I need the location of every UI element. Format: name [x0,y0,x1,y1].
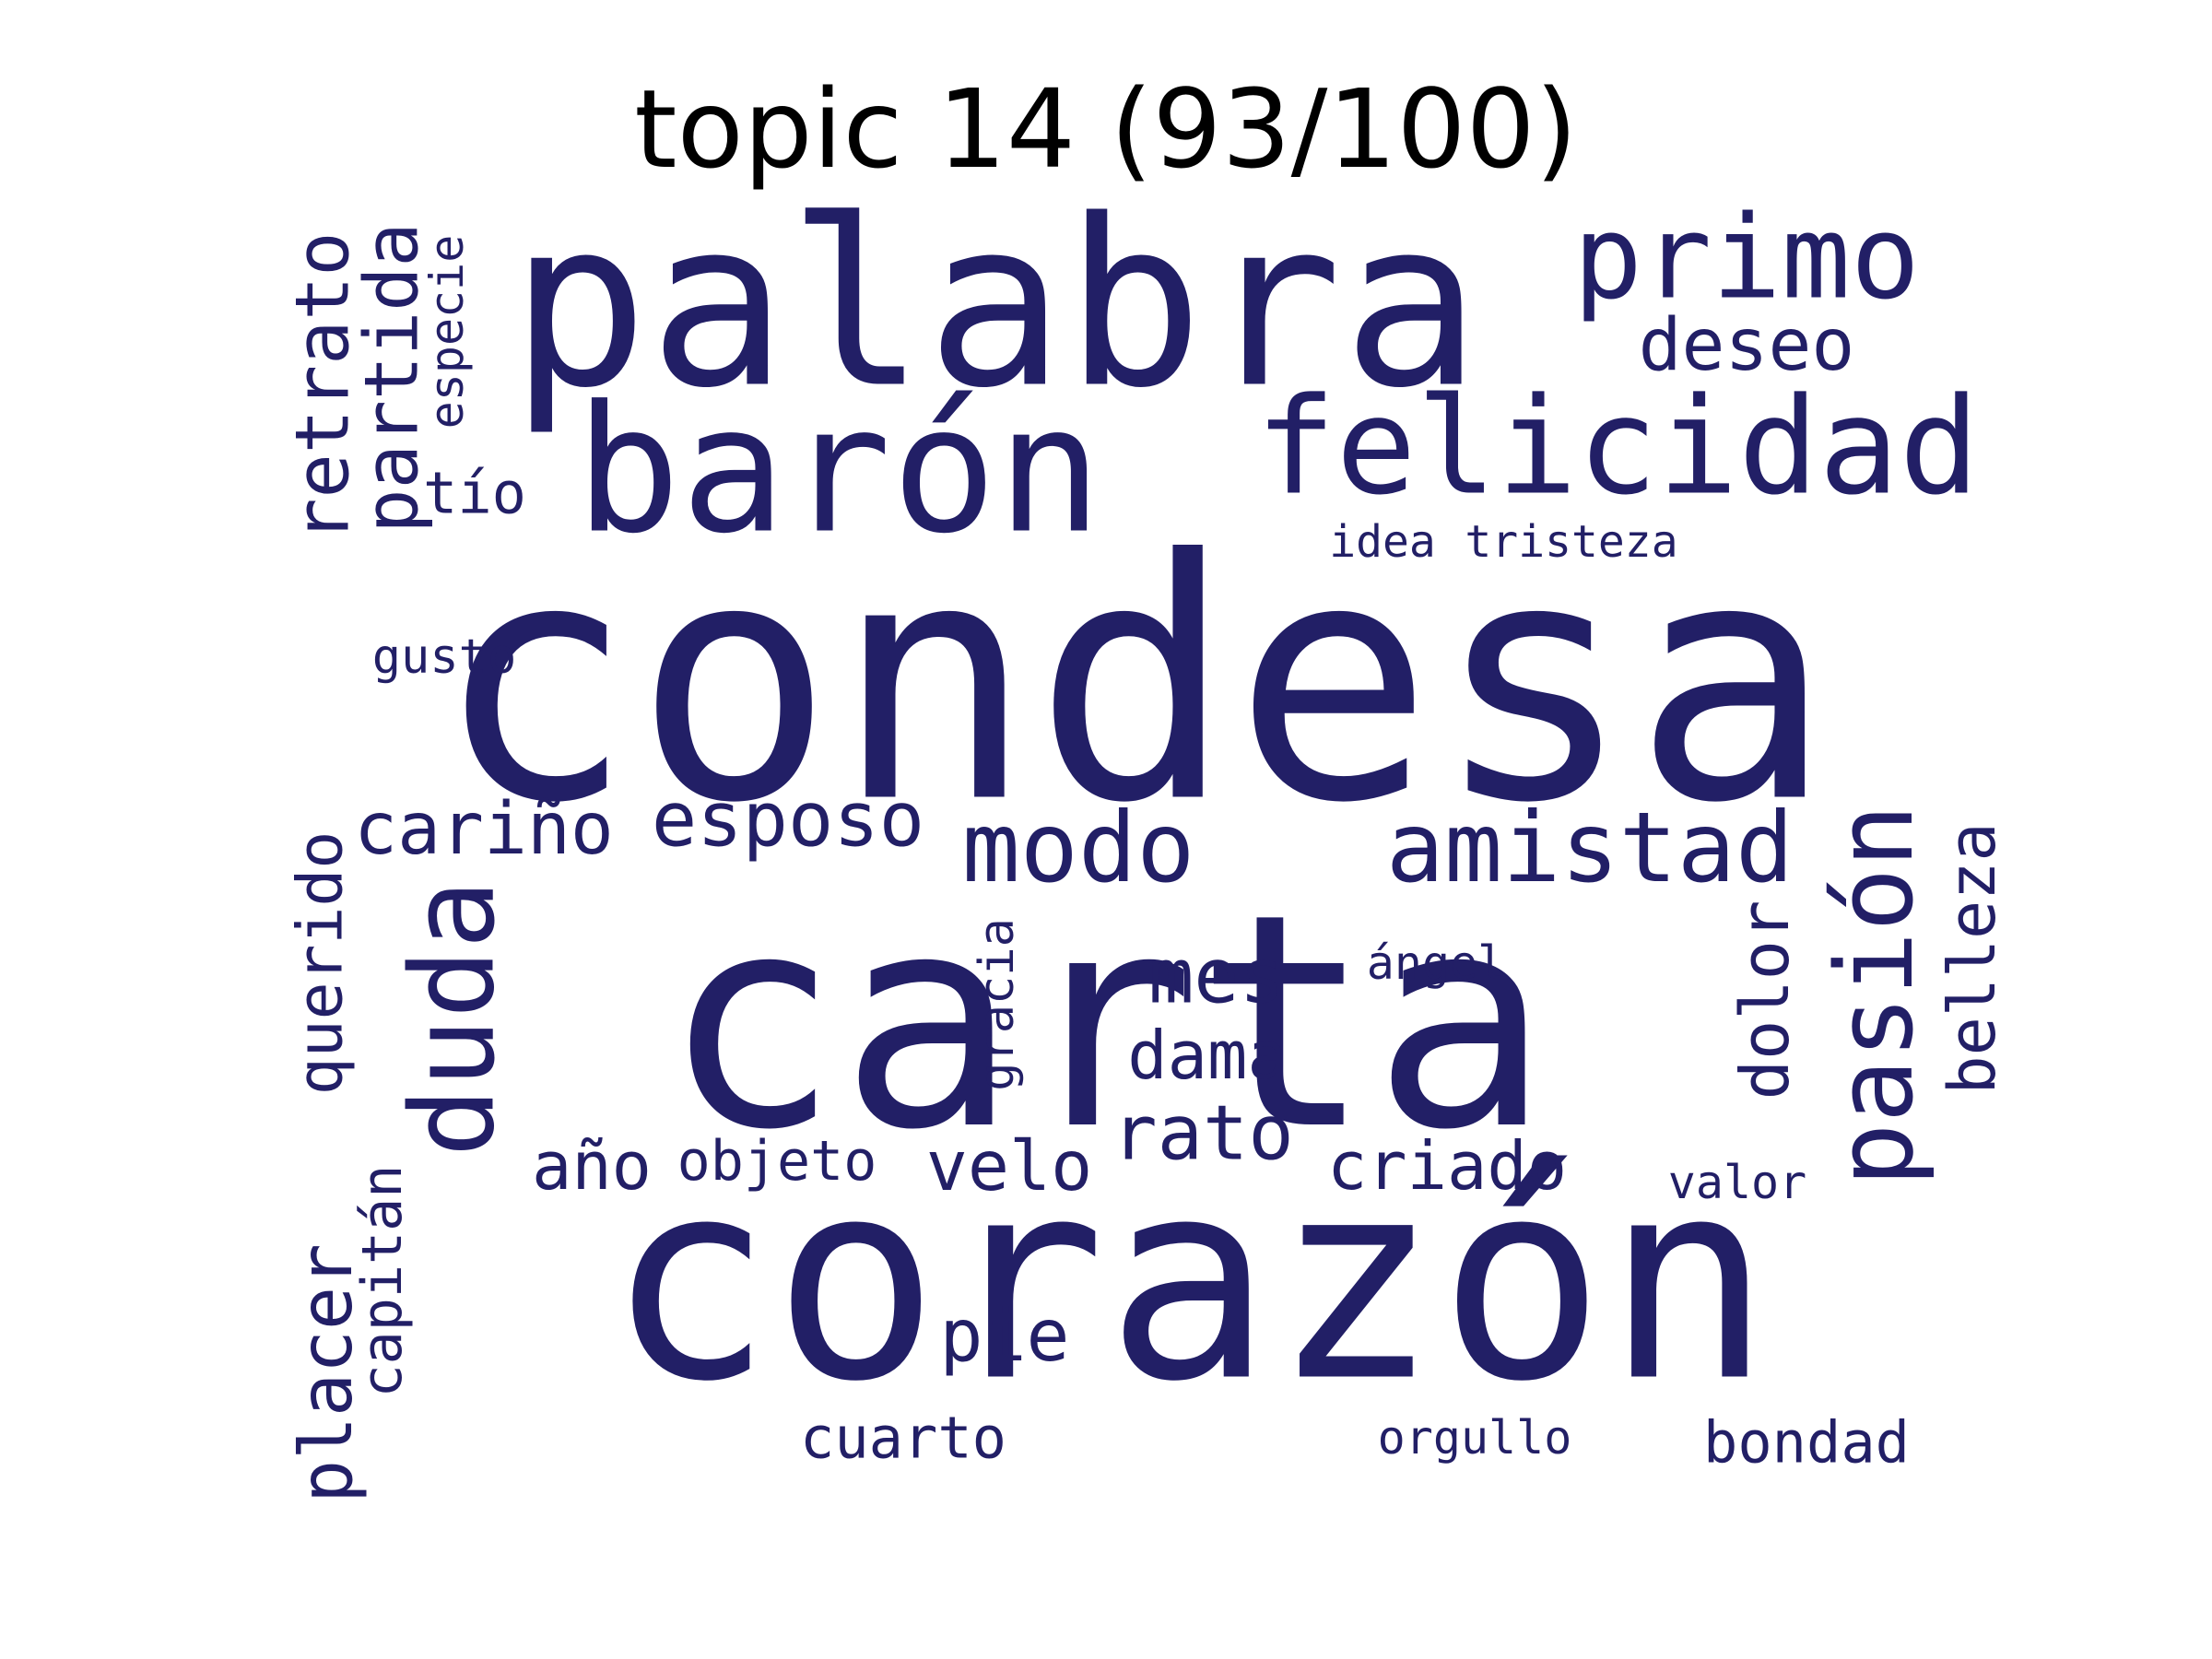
word-palabra: palabra [510,171,1481,439]
word-dolor: dolor [1726,900,1804,1100]
word-partida: partida [349,222,435,533]
word-valor: valor [1668,1156,1807,1209]
word-capitan: capitán [350,1165,415,1398]
word-amistad: amistad [1386,792,1794,904]
word-velo: velo [926,1125,1093,1206]
word-corazon: corazón [606,1121,1771,1442]
word-idea: idea [1329,516,1436,568]
word-tristeza: tristeza [1465,516,1677,568]
word-carino: cariño [354,788,614,871]
word-ano: año [532,1127,652,1205]
word-duda: duda [387,879,521,1157]
word-mes: mes [1148,934,1285,1021]
word-felicidad: felicidad [1255,370,1980,525]
word-criado: criado [1327,1127,1567,1205]
word-baron: barón [575,369,1102,572]
word-bondad: bondad [1703,1409,1910,1477]
word-placer: placer [286,1243,369,1503]
word-gracia: gracia [970,918,1025,1091]
word-condesa: condesa [434,489,1832,876]
word-cuarto: cuarto [800,1405,1006,1472]
figure-title: topic 14 (93/100) [634,65,1578,193]
word-pasion: pasión [1814,804,1937,1186]
word-querido: querido [285,831,358,1096]
word-carta: carta [662,852,1549,1194]
word-gusto: gusto [372,629,517,685]
word-esposo: esposo [652,777,924,865]
word-rato: rato [1112,1090,1293,1178]
word-angel: ángel [1367,936,1506,990]
word-belleza: belleza [1935,822,2010,1094]
word-primo: primo [1573,192,1920,325]
word-especie: especie [420,235,474,429]
word-retrato: retrato [280,231,366,542]
word-dama: dama [1127,1017,1287,1094]
word-objeto: objeto [677,1129,877,1194]
word-pie: pie [940,1295,1070,1378]
word-deseo: deseo [1639,304,1855,387]
word-orgullo: orgullo [1378,1411,1572,1465]
word-modo: modo [962,792,1195,904]
word-tio: tío [423,460,526,527]
